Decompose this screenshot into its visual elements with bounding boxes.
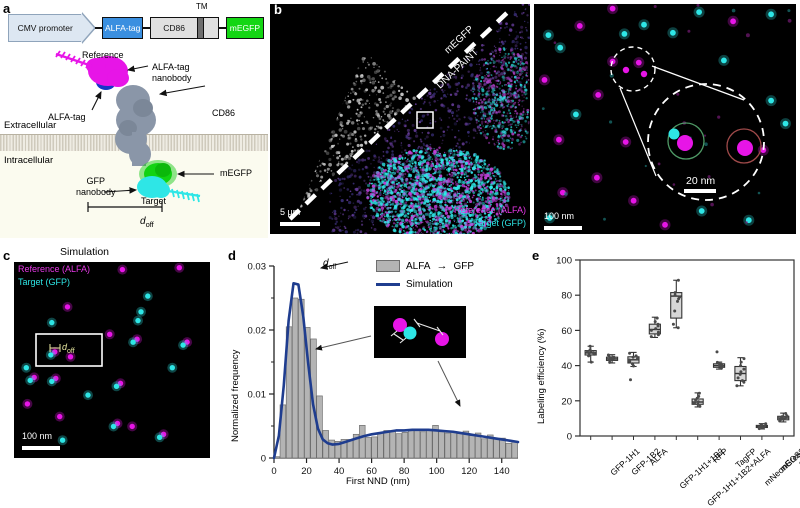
- svg-text:60: 60: [561, 326, 572, 337]
- panel-d-legend-line: Simulation: [376, 279, 453, 290]
- cmv-promoter-box: CMV promoter: [8, 14, 82, 42]
- svg-text:0: 0: [261, 454, 266, 465]
- panel-d-letter: d: [228, 248, 236, 263]
- svg-text:40: 40: [561, 361, 572, 372]
- panel-e-letter: e: [532, 248, 539, 263]
- svg-text:140: 140: [494, 466, 510, 477]
- panel-b-left-image: mEGFP DNA-PAINT 5 µm Reference (ALFA) Ta…: [270, 4, 530, 234]
- connector-3: [219, 27, 226, 29]
- simulation-localization-map: [14, 262, 210, 458]
- svg-text:80: 80: [561, 291, 572, 302]
- legend-target-c: Target (GFP): [18, 277, 70, 287]
- zoomed-localization-map: 20 nm: [534, 4, 796, 234]
- legend-arrow-icon: →: [436, 260, 447, 272]
- svg-text:0.03: 0.03: [248, 262, 267, 273]
- cd86-tail-box: [204, 17, 219, 39]
- alfa-tag-annotation: ALFA-tag: [48, 112, 86, 123]
- protein-schematic: [0, 44, 268, 214]
- legend-swatch-simulation: [376, 283, 400, 286]
- d-off-label-c: doff: [62, 342, 75, 355]
- panel-d-legend-bars: ALFA → GFP: [376, 260, 474, 272]
- legend-reference-b: Reference (ALFA): [454, 205, 526, 215]
- panel-b-letter: b: [274, 2, 282, 17]
- scale-bar-100nm-b: [544, 226, 582, 230]
- scale-bar-100nm-c-label: 100 nm: [22, 431, 52, 441]
- svg-text:20: 20: [561, 396, 572, 407]
- svg-text:100: 100: [429, 466, 445, 477]
- cd86-box: CD86: [150, 17, 197, 39]
- panel-c-title: Simulation: [60, 246, 109, 258]
- scale-bar-20nm-label: 20 nm: [686, 175, 715, 187]
- d-off-label: doff: [140, 216, 154, 229]
- alfa-tag-label: ALFA-tag: [105, 23, 140, 33]
- dna-paint-micrograph: mEGFP DNA-PAINT: [270, 4, 530, 234]
- panel-d-xlabel: First NND (nm): [346, 476, 410, 487]
- legend-swatch-alfa: [376, 260, 400, 272]
- cd86-structure: [115, 85, 156, 166]
- connector-2: [143, 27, 150, 29]
- target-label: Target: [141, 196, 166, 207]
- panel-d-inset: [374, 306, 466, 358]
- panel-e-ylabel: Labeling efficiency (%): [536, 329, 547, 424]
- legend-target-b: Target (GFP): [474, 218, 526, 228]
- megfp-box: mEGFP: [226, 17, 264, 39]
- panel-c-simulation-image: doff Reference (ALFA) Target (GFP) 100 n…: [14, 262, 210, 458]
- scale-bar-100nm-b-label: 100 nm: [544, 211, 574, 221]
- d-off-annotation-d: doff: [323, 258, 336, 271]
- svg-text:0.01: 0.01: [248, 390, 267, 401]
- scale-bar-20nm: [684, 189, 716, 193]
- panel-c-letter: c: [3, 248, 10, 263]
- legend-label-alfa: ALFA: [406, 261, 430, 272]
- connector-1: [95, 27, 102, 29]
- megfp-annotation: mEGFP: [220, 168, 252, 179]
- panel-b-right-image: 20 nm 100 nm: [534, 4, 796, 234]
- svg-text:0: 0: [271, 466, 276, 477]
- svg-text:40: 40: [334, 466, 345, 477]
- svg-text:20: 20: [301, 466, 312, 477]
- svg-text:120: 120: [461, 466, 477, 477]
- panel-d-ylabel: Normalized frequency: [230, 350, 241, 442]
- cmv-promoter-label: CMV promoter: [18, 23, 73, 33]
- cd86-label: CD86: [163, 23, 185, 33]
- gene-construct-diagram: CMV promoter ALFA-tag CD86 mEGFP: [8, 14, 264, 42]
- megfp-label: mEGFP: [230, 23, 260, 33]
- scale-bar-5um: [280, 222, 320, 226]
- reference-label: Reference: [82, 50, 124, 61]
- cd86-annotation: CD86: [212, 108, 235, 119]
- tm-label: TM: [196, 2, 208, 11]
- svg-text:0: 0: [567, 432, 572, 443]
- scale-bar-5um-label: 5 µm: [280, 207, 300, 217]
- legend-label-simulation: Simulation: [406, 279, 453, 290]
- svg-text:0.02: 0.02: [248, 326, 267, 337]
- svg-text:100: 100: [556, 256, 572, 267]
- scale-bar-100nm-c: [22, 446, 60, 450]
- alfa-tag-box: ALFA-tag: [102, 17, 143, 39]
- legend-label-gfp: GFP: [453, 261, 474, 272]
- legend-reference-c: Reference (ALFA): [18, 264, 90, 274]
- panel-a: a CMV promoter ALFA-tag CD86 mEGFP TM Ex…: [0, 0, 268, 238]
